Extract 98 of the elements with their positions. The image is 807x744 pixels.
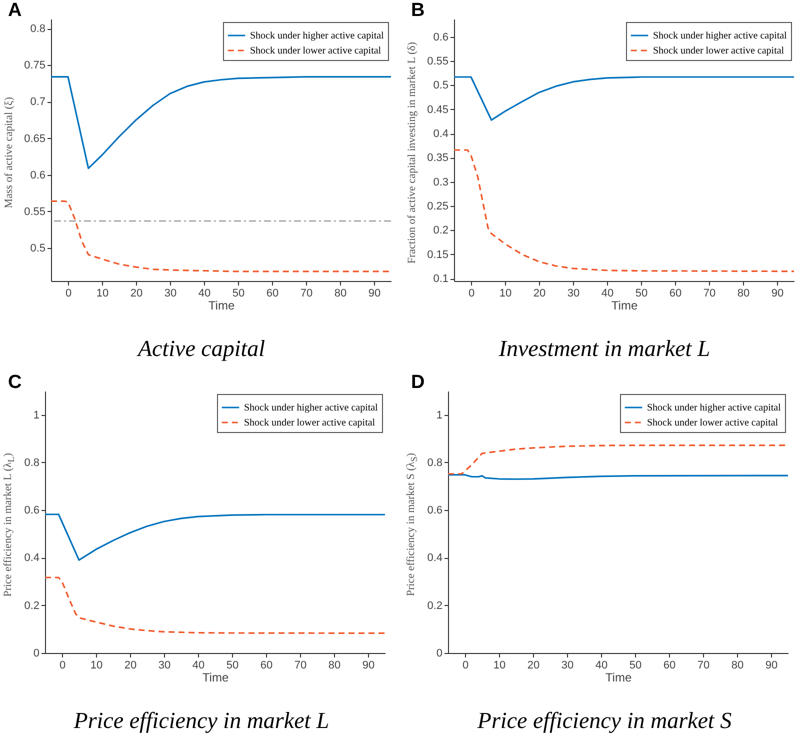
x-tick-label: 40: [192, 660, 205, 672]
y-axis-title: Fraction of active capital investing in market L (δ): [406, 42, 418, 264]
legend-label: Shock under higher active capital: [647, 402, 782, 414]
x-tick-label: 10: [90, 660, 103, 672]
x-tick-label: 30: [561, 660, 574, 672]
x-tick-label: 10: [493, 660, 506, 672]
x-tick-label: 0: [65, 288, 72, 300]
y-tick-label: 0.55: [24, 206, 46, 218]
x-tick-label: 80: [334, 288, 347, 300]
x-tick-label: 50: [635, 288, 648, 300]
x-tick-label: 80: [328, 660, 341, 672]
x-tick-label: 0: [59, 660, 66, 672]
y-tick-label: 0.65: [24, 132, 46, 145]
legend-label: Shock under higher active capital: [244, 402, 378, 414]
y-tick-label: 0.75: [24, 60, 46, 72]
y-tick-label: 0.8: [30, 23, 46, 36]
y-tick-label: 0.5: [433, 80, 448, 92]
line-series: [453, 149, 795, 272]
y-tick-label: 0.1: [433, 273, 448, 286]
y-tick-label: 0.35: [427, 152, 448, 164]
y-tick-label: 0.15: [427, 248, 448, 261]
text: C: [8, 372, 22, 394]
line-series: [44, 576, 386, 634]
x-tick-label: 90: [368, 288, 381, 300]
y-tick-label: 0.8: [24, 456, 40, 469]
x-tick-label: 20: [124, 660, 137, 672]
text: Price efficiency in market S: [476, 708, 733, 734]
x-tick-label: 90: [765, 660, 778, 672]
legend-label: Shock under lower active capital: [250, 46, 382, 56]
y-tick-label: 0.5: [30, 242, 46, 255]
x-tick-label: 20: [533, 288, 546, 300]
y-tick-label: 0.7: [30, 96, 46, 108]
x-tick-label: 70: [703, 288, 716, 300]
x-tick-label: 60: [669, 288, 682, 300]
text: B: [411, 0, 425, 22]
x-tick-label: 30: [164, 288, 177, 300]
y-tick-label: 0.4: [24, 552, 40, 564]
legend-label: Shock under higher active capital: [653, 30, 788, 42]
text: Price efficiency in market L: [72, 708, 330, 734]
y-tick-label: 0.4: [427, 552, 442, 564]
text: D: [411, 372, 425, 394]
x-tick-label: 70: [294, 660, 307, 672]
line-series: [453, 76, 795, 121]
x-tick-label: 20: [527, 660, 540, 672]
y-tick-label: 0.2: [433, 224, 448, 237]
x-tick-label: 50: [232, 288, 245, 300]
legend-label: Shock under lower active capital: [244, 418, 376, 428]
x-tick-label: 60: [663, 660, 676, 672]
x-tick-label: 90: [771, 288, 784, 300]
x-tick-label: 40: [601, 288, 614, 300]
y-axis-title: Mass of active capital (ξ): [3, 97, 15, 209]
x-tick-label: 10: [499, 288, 512, 300]
y-tick-label: 0.4: [433, 128, 448, 140]
y-tick-label: 0.8: [427, 456, 442, 469]
x-tick-label: 60: [266, 288, 279, 300]
y-tick-label: 0.6: [24, 504, 40, 517]
x-tick-label: 50: [629, 660, 642, 672]
x-tick-label: 90: [362, 660, 375, 672]
y-tick-label: 0.25: [427, 200, 448, 213]
x-tick-label: 40: [595, 660, 608, 672]
y-tick-label: 0.6: [433, 31, 448, 44]
y-tick-label: 0: [436, 648, 442, 660]
x-tick-label: 60: [260, 660, 273, 672]
y-tick-label: 1: [436, 409, 442, 422]
y-tick-label: 0.55: [427, 56, 448, 68]
x-tick-label: 30: [567, 288, 580, 300]
x-tick-label: 40: [198, 288, 211, 300]
x-tick-label: 70: [300, 288, 313, 300]
line-series: [50, 76, 392, 170]
y-tick-label: 0.2: [427, 600, 442, 612]
y-tick-label: 0.3: [433, 176, 448, 188]
y-tick-label: 0.45: [427, 104, 448, 116]
x-tick-label: 80: [737, 288, 750, 300]
line-series: [44, 514, 386, 561]
x-axis-title: Time: [202, 670, 229, 684]
x-tick-label: 0: [462, 660, 469, 672]
y-tick-label: 0.6: [427, 504, 442, 517]
x-axis-title: Time: [208, 298, 235, 312]
x-tick-label: 20: [130, 288, 143, 300]
x-tick-label: 0: [468, 288, 475, 300]
y-tick-label: 0: [33, 648, 40, 660]
y-tick-label: 0.2: [24, 600, 40, 612]
line-series: [50, 200, 392, 272]
text: Investment in market L: [498, 336, 712, 362]
x-tick-label: 50: [226, 660, 239, 672]
y-tick-label: 0.6: [30, 169, 46, 182]
x-axis-title: Time: [605, 670, 632, 684]
x-tick-label: 30: [158, 660, 171, 672]
x-tick-label: 80: [731, 660, 744, 672]
x-tick-label: 70: [697, 660, 710, 672]
x-tick-label: 10: [96, 288, 109, 300]
legend-label: Shock under higher active capital: [250, 30, 384, 42]
y-tick-label: 1: [33, 409, 40, 422]
x-axis-title: Time: [611, 298, 638, 312]
text: Active capital: [136, 336, 266, 362]
legend-label: Shock under lower active capital: [653, 46, 784, 56]
text: A: [8, 0, 22, 22]
legend-label: Shock under lower active capital: [647, 418, 778, 428]
